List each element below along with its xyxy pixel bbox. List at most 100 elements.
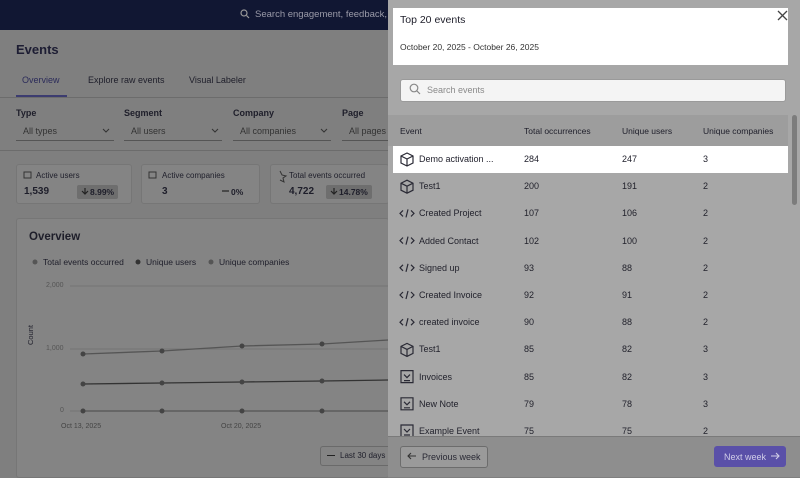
event-name: Signed up: [419, 262, 460, 273]
event-count: 2: [703, 290, 709, 300]
date-range: October 20, 2025 - October 26, 2025: [400, 42, 539, 52]
event-count: 2: [703, 317, 709, 328]
search-box[interactable]: [400, 79, 786, 102]
filter-label: Company: [233, 108, 275, 118]
scrollbar: [792, 115, 797, 205]
metric-value: 4,722: [289, 186, 315, 197]
search-icon: [240, 9, 250, 19]
event-count: 3: [703, 344, 709, 355]
next-week-button[interactable]: [714, 446, 786, 467]
arrow-right: [771, 452, 780, 460]
event-count: 88: [622, 317, 633, 328]
event-count: 90: [524, 317, 535, 328]
tab[interactable]: Overview: [22, 75, 60, 85]
modal-header: [393, 8, 788, 65]
event-name: Test1: [419, 344, 441, 355]
overview-chart: [70, 285, 388, 414]
metric-label: Total events occurred: [289, 171, 366, 180]
event-name: Created Project: [419, 208, 482, 219]
event-count: 3: [703, 154, 709, 164]
filter-select[interactable]: All types: [16, 121, 114, 141]
event-count: 107: [524, 208, 540, 219]
overview-title: Overview: [29, 231, 81, 243]
event-icons: [399, 152, 415, 438]
legend-item: Total events occurred: [43, 257, 124, 267]
event-count: 78: [622, 398, 633, 409]
previous-week-button[interactable]: [400, 446, 488, 468]
metric-label: Active users: [36, 171, 80, 180]
event-count: 92: [524, 290, 535, 300]
highlighted-row[interactable]: [393, 146, 788, 173]
metric-card: [141, 164, 260, 204]
metric-change: 0%: [231, 187, 244, 197]
event-count: 88: [622, 262, 633, 273]
legend-dots: [32, 259, 214, 265]
event-name: Test1: [419, 181, 441, 192]
event-count: 3: [703, 371, 709, 382]
event-count: 85: [524, 344, 535, 355]
event-count: 2: [703, 235, 709, 246]
table-header: [388, 115, 788, 146]
tab-underline: [16, 95, 67, 97]
event-count: 2: [703, 262, 709, 273]
filter-label: Type: [16, 108, 37, 118]
range-button[interactable]: [320, 446, 389, 466]
global-search[interactable]: Search engagement, feedback, rep: [255, 9, 404, 20]
tab[interactable]: Explore raw events: [88, 75, 165, 85]
event-count: 3: [703, 398, 709, 409]
x-tick-label: Oct 20, 2025: [221, 423, 262, 430]
column-header: Unique users: [622, 126, 673, 136]
close-button[interactable]: [777, 10, 788, 21]
column-header: Event: [400, 126, 422, 136]
divider: [0, 150, 388, 151]
dropdown-arrows: [102, 128, 328, 133]
event-count: 82: [622, 371, 633, 382]
event-count: 106: [622, 208, 638, 219]
tab[interactable]: Visual Labeler: [189, 75, 246, 85]
modal-title: Top 20 events: [400, 14, 466, 26]
metric-value: 1,539: [24, 186, 50, 197]
legend-item: Unique companies: [219, 257, 290, 267]
event-count: 284: [524, 154, 540, 164]
event-count: 79: [524, 398, 535, 409]
event-count: 2: [703, 181, 709, 192]
search-placeholder: Search events: [427, 85, 485, 95]
page-title: Events: [16, 42, 59, 57]
event-count: 75: [622, 426, 633, 436]
range-icon: [327, 455, 335, 456]
metric-icons: [23, 170, 338, 195]
range-button-label[interactable]: Last 30 days: [340, 451, 386, 460]
previous-week-label: Previous week: [422, 452, 481, 462]
y-tick-label: 2,000: [46, 282, 64, 289]
event-count: 93: [524, 262, 535, 273]
next-week-label: Next week: [724, 452, 767, 462]
divider: [0, 97, 388, 98]
event-name: created invoice: [419, 317, 480, 328]
filter-select[interactable]: All pages: [342, 121, 388, 141]
metric-value: 3: [162, 186, 168, 197]
event-count: 200: [524, 181, 540, 192]
event-count: 100: [622, 235, 638, 246]
column-header: Unique companies: [703, 126, 774, 136]
event-count: 75: [524, 426, 535, 436]
filter-label: Segment: [124, 108, 163, 118]
event-count: 191: [622, 181, 638, 192]
event-count: 82: [622, 344, 633, 355]
filter-select[interactable]: All users: [124, 121, 222, 141]
legend-item: Unique users: [146, 257, 197, 267]
column-header: Total occurrences: [524, 126, 591, 136]
metric-change: 14.78%: [326, 185, 372, 199]
event-count: 91: [622, 290, 633, 300]
metric-label: Active companies: [162, 171, 225, 180]
y-tick-label: 0: [60, 407, 64, 414]
x-tick-label: Oct 13, 2025: [61, 423, 102, 430]
event-name: Invoices: [419, 371, 453, 382]
filter-label: Page: [342, 108, 364, 118]
event-name: Added Contact: [419, 235, 479, 246]
event-name: New Note: [419, 398, 459, 409]
event-name: Created Invoice: [419, 290, 483, 300]
arrow-left: [407, 452, 416, 460]
filter-select[interactable]: All companies: [233, 121, 331, 141]
event-name: Example Event: [419, 426, 480, 436]
metric-change: 8.99%: [77, 185, 119, 199]
